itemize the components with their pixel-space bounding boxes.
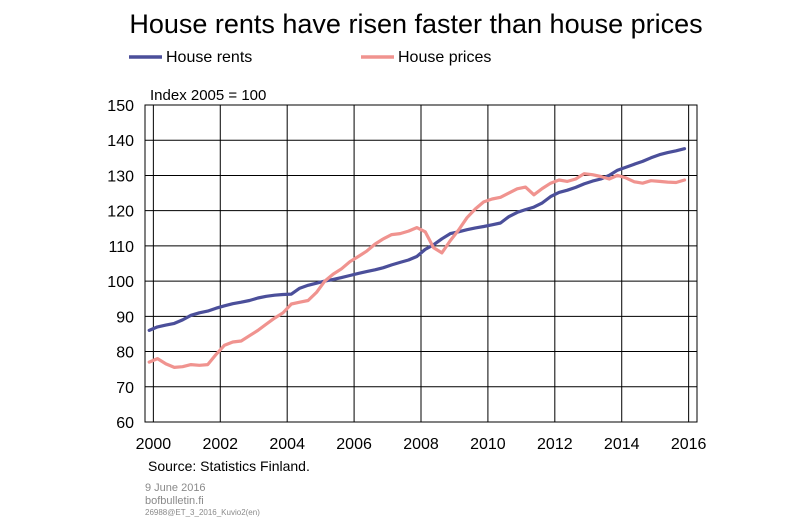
x-tick-label-2002: 2002 xyxy=(202,436,238,453)
y-tick-label-150: 150 xyxy=(107,98,134,115)
x-tick-label-2004: 2004 xyxy=(269,436,305,453)
footer-date: 9 June 2016 xyxy=(145,482,206,494)
series-line-house-rents xyxy=(147,147,687,332)
unit-label: Index 2005 = 100 xyxy=(150,87,266,104)
series-line-house-prices xyxy=(147,172,687,369)
source-note: Source: Statistics Finland. xyxy=(148,458,310,474)
x-gridlines xyxy=(152,105,690,422)
y-tick-label-70: 70 xyxy=(116,380,134,397)
x-tick-label-2014: 2014 xyxy=(604,436,640,453)
x-tick-label-2008: 2008 xyxy=(403,436,439,453)
x-tick-labels: 2000 2002 2004 2006 2008 2010 2012 2014 2016 xyxy=(136,436,707,453)
series-lines xyxy=(147,147,687,369)
x-tick-label-2000: 2000 xyxy=(136,436,172,453)
legend-label-house-rents: House rents xyxy=(166,49,252,66)
x-tick-label-2006: 2006 xyxy=(336,436,372,453)
y-tick-label-100: 100 xyxy=(107,274,134,291)
plot-frame xyxy=(144,104,698,423)
y-tick-label-130: 130 xyxy=(107,168,134,185)
y-tick-label-120: 120 xyxy=(107,204,134,221)
legend-label-house-prices: House prices xyxy=(398,49,491,66)
y-tick-labels: 60 70 80 90 100 110 120 130 140 150 xyxy=(107,98,134,432)
y-tick-label-140: 140 xyxy=(107,133,134,150)
x-tick-label-2010: 2010 xyxy=(470,436,506,453)
y-tick-label-60: 60 xyxy=(116,415,134,432)
footer-code: 26988@ET_3_2016_Kuvio2(en) xyxy=(145,508,260,517)
footer-site: bofbulletin.fi xyxy=(145,495,204,507)
chart-title: House rents have risen faster than house… xyxy=(129,9,702,39)
x-tick-label-2012: 2012 xyxy=(537,436,573,453)
y-tick-label-110: 110 xyxy=(108,239,134,256)
legend: House rents House prices xyxy=(129,49,491,66)
y-tick-label-80: 80 xyxy=(116,345,134,362)
y-tick-label-90: 90 xyxy=(116,309,134,326)
x-tick-label-2016: 2016 xyxy=(671,436,707,453)
